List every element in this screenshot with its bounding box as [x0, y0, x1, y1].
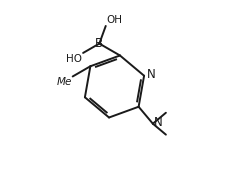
Text: OH: OH — [106, 15, 123, 25]
Text: N: N — [147, 68, 156, 81]
Text: Me: Me — [57, 77, 72, 87]
Text: B: B — [95, 37, 103, 50]
Text: N: N — [154, 116, 162, 129]
Text: HO: HO — [66, 54, 82, 64]
